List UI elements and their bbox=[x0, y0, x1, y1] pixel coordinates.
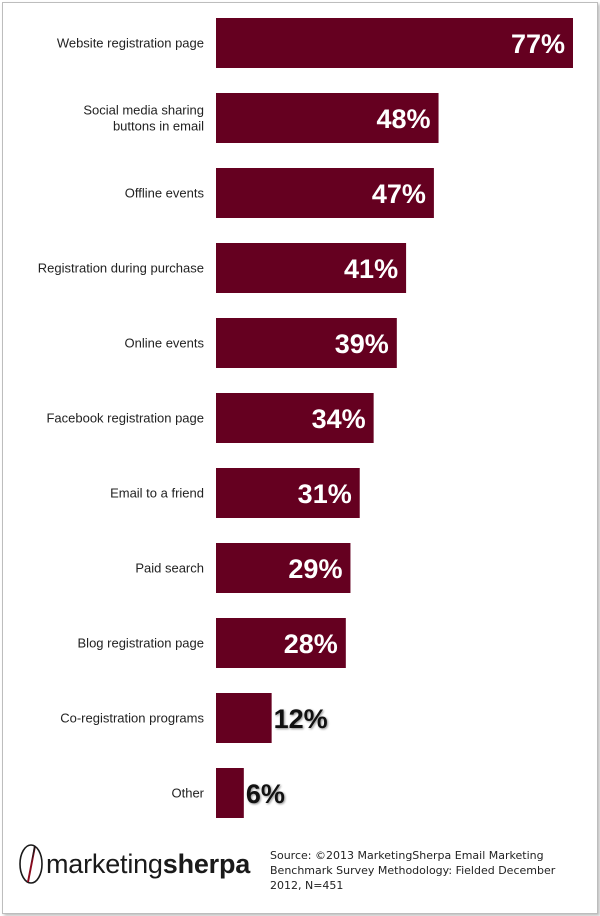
bars-group: Website registration page 77% Social media… bbox=[38, 18, 573, 818]
bar bbox=[216, 318, 397, 368]
value-label: 41% bbox=[344, 254, 398, 284]
value-label: 34% bbox=[312, 404, 366, 434]
category-label: Offline events bbox=[125, 186, 205, 201]
value-label: 47% bbox=[372, 179, 426, 209]
source-note: Source: ©2013 MarketingSherpa Email Mark… bbox=[270, 849, 556, 892]
category-label: Paid search bbox=[135, 561, 204, 576]
bar bbox=[216, 18, 573, 68]
value-label: 6% bbox=[246, 779, 285, 809]
category-label: Website registration page bbox=[57, 36, 204, 51]
bar bbox=[216, 243, 407, 293]
bar bbox=[216, 93, 439, 143]
value-label: 77% bbox=[511, 29, 565, 59]
bar bbox=[216, 543, 351, 593]
category-label: Social media sharing bbox=[83, 103, 204, 118]
logo-suffix: sherpa bbox=[162, 848, 251, 879]
value-label: 39% bbox=[335, 329, 389, 359]
category-label: buttons in email bbox=[113, 119, 204, 134]
bar-chart: Website registration page 77% Social media… bbox=[38, 18, 573, 818]
value-label: 31% bbox=[298, 479, 352, 509]
value-label: 29% bbox=[288, 554, 342, 584]
category-label: Co-registration programs bbox=[60, 711, 204, 726]
compass-icon bbox=[19, 844, 43, 884]
category-label: Online events bbox=[125, 336, 205, 351]
value-label: 12% bbox=[274, 704, 328, 734]
value-label: 48% bbox=[376, 104, 430, 134]
category-label: Registration during purchase bbox=[38, 261, 204, 276]
bar bbox=[216, 693, 272, 743]
bar bbox=[216, 618, 346, 668]
marketingsherpa-logo: marketingsherpa bbox=[18, 842, 250, 886]
bar bbox=[216, 768, 244, 818]
bar bbox=[216, 393, 374, 443]
category-label: Other bbox=[171, 786, 204, 801]
logo-prefix: marketing bbox=[46, 848, 163, 879]
value-label: 28% bbox=[284, 629, 338, 659]
bar bbox=[216, 468, 360, 518]
bar bbox=[216, 168, 434, 218]
category-label: Blog registration page bbox=[78, 636, 204, 651]
category-label: Email to a friend bbox=[110, 486, 204, 501]
logo-wordmark: marketingsherpa bbox=[46, 849, 250, 880]
category-label: Facebook registration page bbox=[46, 411, 204, 426]
